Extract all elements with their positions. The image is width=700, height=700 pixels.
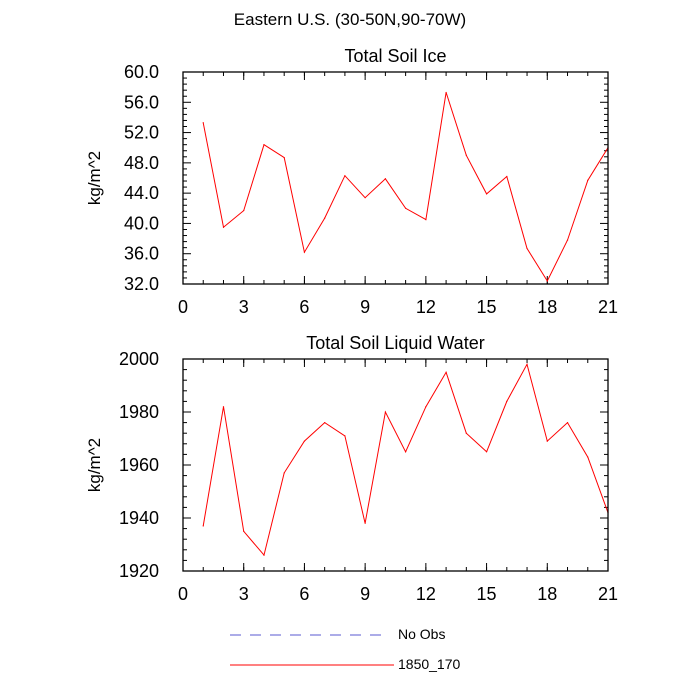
chart1-ytick-label: 52.0 xyxy=(124,123,159,143)
chart2-data-point xyxy=(344,435,346,437)
chart2-data-point xyxy=(465,432,467,434)
chart1-data-point xyxy=(546,280,548,282)
chart2-ytick-label: 1920 xyxy=(119,561,159,581)
chart2-ytick-label: 1960 xyxy=(119,455,159,475)
chart2-data-point xyxy=(324,422,326,424)
chart2-ylabel: kg/m^2 xyxy=(85,438,104,492)
legend-label-1850-170: 1850_170 xyxy=(398,656,461,672)
chart1-plot-frame xyxy=(182,71,609,285)
chart1-ytick-label: 44.0 xyxy=(124,183,159,203)
chart2-series-line xyxy=(202,362,609,557)
chart2-data-point xyxy=(445,371,447,373)
chart1-data-point xyxy=(283,156,285,159)
legend-swatch-no-obs xyxy=(230,634,386,636)
chart1-data-point xyxy=(445,91,447,94)
chart1-data-point xyxy=(222,226,225,228)
chart1-xtick-label: 18 xyxy=(537,297,557,317)
chart1-data-point xyxy=(303,251,306,253)
chart2-data-point xyxy=(283,472,285,474)
chart1-xtick-label: 3 xyxy=(239,297,249,317)
chart2-xtick-label: 18 xyxy=(537,584,557,604)
chart2-data-point xyxy=(202,525,204,527)
chart2-ytick-label: 1980 xyxy=(119,402,159,422)
chart2-data-point xyxy=(222,406,225,408)
chart1-xtick-label: 6 xyxy=(299,297,309,317)
chart2-xtick-label: 0 xyxy=(178,584,188,604)
chart2-data-point xyxy=(303,440,306,442)
chart2-xtick-label: 9 xyxy=(360,584,370,604)
chart1-data-point xyxy=(243,209,245,212)
legend-entry-1850-170: 1850_170 xyxy=(228,656,548,676)
chart1-xtick-label: 12 xyxy=(416,297,436,317)
chart1-data-point xyxy=(364,197,366,199)
legend-entry-no-obs: No Obs xyxy=(228,626,548,646)
chart2-plot-frame xyxy=(182,358,609,572)
chart1-title: Total Soil Ice xyxy=(344,46,446,66)
chart1-ylabel: kg/m^2 xyxy=(85,151,104,205)
chart2-data-point xyxy=(263,554,265,556)
chart1-ytick-label: 56.0 xyxy=(124,92,159,112)
chart2-title: Total Soil Liquid Water xyxy=(306,333,484,353)
chart1-data-point xyxy=(263,144,265,146)
figure-title: Eastern U.S. (30-50N,90-70W) xyxy=(233,10,467,29)
chart2-data-point xyxy=(384,411,386,413)
chart2-data-point xyxy=(587,456,589,458)
chart1-xtick-label: 0 xyxy=(178,297,188,317)
chart1-data-point xyxy=(465,154,467,156)
chart1-xtick-label: 9 xyxy=(360,297,370,317)
legend-swatch-1850-170 xyxy=(230,664,394,666)
chart1-ytick-label: 32.0 xyxy=(124,274,159,294)
chart1-ytick-label: 48.0 xyxy=(124,153,159,173)
chart1-ytick-label: 60.0 xyxy=(124,62,159,82)
chart2-xtick-label: 21 xyxy=(598,584,618,604)
chart2-data-point xyxy=(485,451,488,453)
chart1-data-point xyxy=(526,247,528,250)
chart1-data-point xyxy=(202,122,204,124)
chart2-xtick-label: 3 xyxy=(239,584,249,604)
chart2-ytick-label: 2000 xyxy=(119,349,159,369)
chart1-data-point xyxy=(324,217,326,219)
chart1-data-point xyxy=(587,179,589,181)
chart2-data-point xyxy=(506,400,508,402)
chart1-xtick-label: 15 xyxy=(477,297,497,317)
chart1-data-point xyxy=(405,207,407,209)
chart1-xtick-label: 21 xyxy=(598,297,618,317)
chart1-series-line xyxy=(202,92,609,283)
chart2-data-point xyxy=(566,422,569,424)
chart1-data-point xyxy=(485,193,488,195)
chart1-data-point xyxy=(384,178,386,180)
legend-label-no-obs: No Obs xyxy=(398,626,446,642)
chart2-data-point xyxy=(364,522,366,524)
chart1-data-point xyxy=(506,175,508,178)
chart1-data-point xyxy=(566,239,569,241)
chart1-ytick-label: 36.0 xyxy=(124,244,159,264)
chart2-data-point xyxy=(405,451,407,453)
chart2-data-point xyxy=(526,363,528,365)
chart1-data-point xyxy=(344,175,346,177)
chart2-data-point xyxy=(425,406,427,408)
chart1-data-point xyxy=(425,219,427,221)
chart2-xtick-label: 15 xyxy=(477,584,497,604)
chart2-data-point xyxy=(243,530,245,532)
chart2-xtick-label: 12 xyxy=(416,584,436,604)
chart1-ytick-label: 40.0 xyxy=(124,213,159,233)
chart2-ytick-label: 1940 xyxy=(119,508,159,528)
chart2-xtick-label: 6 xyxy=(299,584,309,604)
chart2-data-point xyxy=(546,440,548,442)
